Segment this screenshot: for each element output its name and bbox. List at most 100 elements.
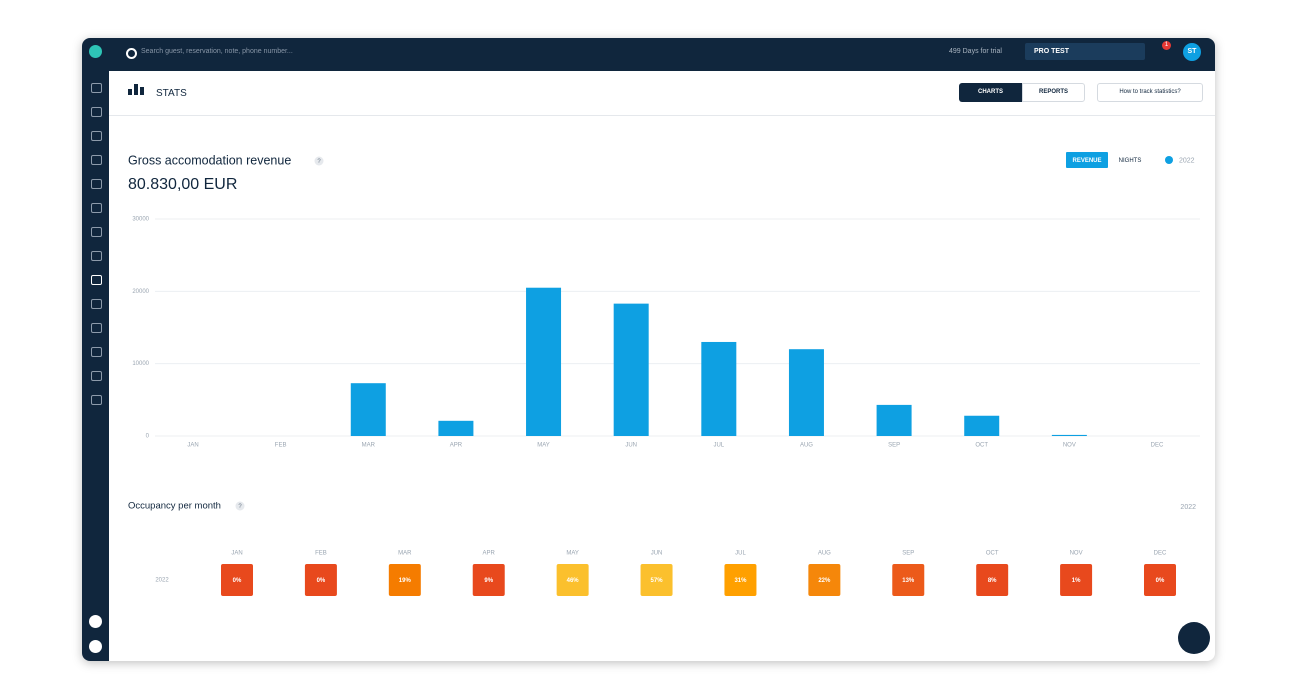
occupancy-cell [892,564,925,596]
occupancy-cell [221,564,253,596]
occupancy-cell [304,564,337,596]
bar [788,349,824,436]
y-tick-label: 0 [146,434,150,440]
month-label: FEB [315,551,327,557]
section-title: Occupancy per month [128,501,221,512]
x-tick-label: JUN [625,443,637,449]
nav-icon[interactable] [91,395,102,405]
nav-icon[interactable] [91,227,102,237]
legend-label: 2022 [1179,157,1195,164]
occupancy-cell [472,564,505,596]
nav-icon[interactable] [91,83,102,93]
help-badge[interactable] [314,156,324,166]
occupancy-cell [556,564,589,596]
occupancy-label: 0% [1156,578,1165,584]
month-label: SEP [902,551,914,557]
stats-icon [128,89,132,95]
toggle-label[interactable]: NIGHTS [1119,158,1142,164]
stats-icon [134,84,138,95]
occupancy-cell [1144,564,1176,596]
x-tick-label: MAY [537,443,550,449]
x-tick-label: JAN [187,443,198,449]
bar [438,420,474,436]
avatar[interactable]: ST [1183,43,1201,61]
logo[interactable] [89,45,102,58]
property-select[interactable]: PRO TEST [1025,43,1145,60]
occupancy-label: 19% [399,578,412,584]
search-icon [126,48,137,59]
x-tick-label: NOV [1063,443,1076,449]
legend-marker [1165,156,1173,164]
search-input[interactable]: Search guest, reservation, note, phone n… [141,48,293,55]
stats-icon [140,87,144,95]
x-tick-label: JUL [713,443,724,449]
month-label: JUN [651,551,663,557]
month-label: AUG [818,551,831,557]
nav-icon[interactable] [91,347,102,357]
occupancy-label: 0% [317,578,326,584]
occupancy-label: 8% [988,578,997,584]
notification-badge[interactable]: 1 [1162,41,1171,50]
nav-icon[interactable] [91,107,102,117]
month-label: MAR [398,551,412,557]
occupancy-cell [724,564,757,596]
y-tick-label: 10000 [132,361,149,367]
page-header: STATS CHARTS REPORTS How to track statis… [109,71,1215,116]
occupancy-label: 9% [484,578,493,584]
nav-icon[interactable] [91,299,102,309]
nav-icon[interactable] [91,251,102,261]
occupancy-label: 31% [734,578,747,584]
nav-icon[interactable] [91,203,102,213]
occupancy-label: 1% [1072,578,1081,584]
sidebar [82,38,109,661]
bar [526,287,562,436]
occupancy-cell [640,564,673,596]
month-label: DEC [1154,551,1167,557]
tasks-icon[interactable] [89,640,102,653]
x-tick-label: FEB [275,443,287,449]
y-tick-label: 20000 [132,289,149,295]
x-tick-label: AUG [800,443,813,449]
occupancy-cell [976,564,1009,596]
nav-icon[interactable] [91,131,102,141]
toggle-label: REVENUE [1072,158,1101,164]
month-label: OCT [986,551,999,557]
property-name: PRO TEST [1034,48,1070,55]
revenue-total: 80.830,00 EUR [128,176,237,193]
month-label: APR [483,551,496,557]
chart-title: Gross accomodation revenue [128,153,291,167]
help-button[interactable]: How to track statistics? [1097,83,1203,102]
trial-info: 499 Days for trial [949,48,1002,55]
app-window: Search guest, reservation, note, phone n… [82,38,1215,661]
chat-button[interactable] [1178,622,1210,654]
x-tick-label: OCT [975,443,988,449]
help-mark: ? [317,159,321,165]
nav-icon[interactable] [91,155,102,165]
bar [876,404,912,436]
occupancy-label: 57% [651,578,664,584]
nav-icon-active[interactable] [91,275,102,285]
month-label: JAN [231,551,242,557]
occupancy-cell [808,564,841,596]
occupancy-label: 0% [233,578,242,584]
bar [350,383,386,436]
year-label: 2022 [1180,504,1196,511]
month-label: JUL [735,551,746,557]
tab-active[interactable]: CHARTS [959,83,1022,102]
help-icon[interactable] [89,615,102,628]
month-label: MAY [566,551,579,557]
nav-icon[interactable] [91,179,102,189]
occupancy-cell [1060,564,1093,596]
bar [1051,434,1087,436]
bar [964,415,1000,436]
nav-icon[interactable] [91,371,102,381]
help-badge[interactable] [235,501,245,511]
nav-icon[interactable] [91,323,102,333]
month-label: NOV [1070,551,1083,557]
x-tick-label: SEP [888,443,900,449]
tab[interactable]: REPORTS [1022,83,1085,102]
toggle-active[interactable] [1066,152,1108,168]
y-tick-label: 30000 [132,217,149,223]
